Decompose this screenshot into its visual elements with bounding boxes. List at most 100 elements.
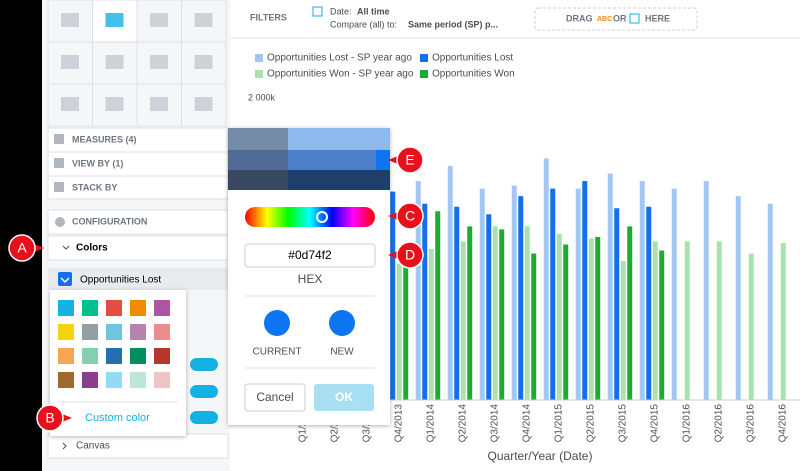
measures[interactable]: MEASURES (4) (72, 134, 137, 144)
hex-value[interactable]: #0d74f2 (288, 248, 332, 262)
x-tick-label: Q1/2016 (682, 404, 693, 443)
viz-type-icon (194, 55, 213, 69)
bar (428, 249, 434, 400)
custom-color[interactable]: Custom color (85, 412, 150, 424)
bar (703, 181, 709, 400)
bar (447, 165, 453, 400)
swatch[interactable] (106, 372, 122, 388)
cancel[interactable]: Cancel (256, 390, 293, 404)
drop-zone[interactable] (534, 7, 698, 31)
bar (780, 242, 786, 400)
bar (422, 203, 428, 400)
swatch[interactable] (58, 348, 74, 364)
bar (479, 188, 485, 400)
legend-label: Opportunities Lost (432, 53, 513, 64)
swatch[interactable] (58, 372, 74, 388)
ok-button[interactable] (314, 384, 374, 411)
swatch[interactable] (82, 348, 98, 364)
bar (582, 181, 588, 400)
bar (486, 214, 492, 400)
swatch[interactable] (58, 300, 74, 316)
viz-type-icon (150, 13, 168, 27)
bar (415, 181, 421, 400)
series-row (48, 268, 228, 290)
swatch[interactable] (154, 324, 170, 340)
callout-letter: A (17, 240, 27, 256)
bar (646, 206, 652, 400)
swatch[interactable] (130, 300, 146, 316)
bar (550, 188, 556, 400)
legend-label: Opportunities Won - SP year ago (267, 69, 414, 80)
toggle[interactable] (190, 358, 218, 371)
compare-key[interactable]: Compare (all) to: (330, 19, 397, 29)
viz-type-icon (105, 97, 124, 111)
swatch[interactable] (58, 324, 74, 340)
x-tick-label: Q1/2015 (554, 404, 565, 443)
legend-swatch (255, 70, 263, 78)
here: HERE (645, 13, 670, 23)
filters-label: FILTERS (250, 12, 287, 22)
viz-toolbar (47, 0, 227, 127)
swatch[interactable] (82, 372, 98, 388)
date-key[interactable]: Date: (330, 6, 352, 16)
bar (499, 229, 505, 400)
callout-circle (396, 241, 424, 269)
icon (54, 182, 64, 192)
bar (460, 241, 466, 400)
ok[interactable]: OK (335, 390, 353, 404)
bar (403, 249, 409, 400)
drag: DRAG (566, 13, 593, 23)
icon (54, 134, 64, 144)
hex-label: HEX (298, 272, 323, 286)
bar (659, 250, 665, 400)
viz-type-icon (61, 55, 79, 69)
swatch[interactable] (82, 300, 98, 316)
hue-slider[interactable] (245, 207, 375, 227)
swatch[interactable] (154, 348, 170, 364)
cancel-button[interactable] (244, 383, 306, 412)
abc: ABC (597, 16, 612, 23)
viz-type-icon (61, 13, 79, 27)
swatch[interactable] (154, 372, 170, 388)
toggle[interactable] (190, 411, 218, 424)
date-value[interactable]: All time (357, 6, 390, 16)
x-tick-label: Q2/2016 (714, 404, 725, 443)
legend-label: Opportunities Lost - SP year ago (267, 53, 412, 64)
or: OR (613, 13, 627, 23)
callout-letter: E (405, 152, 414, 168)
swatch-popover: Custom color (50, 290, 186, 436)
viz-type-icon (105, 55, 124, 69)
swatch[interactable] (82, 324, 98, 340)
compare-value[interactable]: Same period (SP) p... (408, 19, 498, 29)
bar (607, 173, 613, 400)
bar (639, 181, 645, 400)
bar (556, 233, 562, 400)
x-tick-label: Q3/2014 (490, 404, 501, 443)
swatch[interactable] (154, 300, 170, 316)
bar (543, 158, 549, 400)
bar (767, 203, 773, 400)
stack-by[interactable]: STACK BY (72, 182, 117, 192)
hex-input[interactable] (244, 243, 376, 268)
viz-type-icon (150, 55, 168, 69)
view-by[interactable]: VIEW BY (1) (72, 158, 123, 168)
swatch[interactable] (130, 372, 146, 388)
swatch[interactable] (106, 324, 122, 340)
bar (748, 253, 754, 400)
colors[interactable]: Colors (76, 243, 108, 254)
swatch[interactable] (106, 348, 122, 364)
swatch[interactable] (106, 300, 122, 316)
swatch[interactable] (130, 348, 146, 364)
bar (396, 264, 402, 400)
configuration[interactable]: CONFIGURATION (72, 216, 147, 226)
swatch[interactable] (130, 324, 146, 340)
calendar-icon (312, 6, 323, 17)
series-color-button[interactable] (58, 272, 72, 286)
canvas[interactable]: Canvas (76, 441, 110, 452)
bar (614, 208, 620, 400)
toggle[interactable] (190, 385, 218, 398)
bar (435, 211, 441, 400)
gear-icon (55, 217, 65, 227)
x-tick-label: Q4/2016 (778, 404, 789, 443)
